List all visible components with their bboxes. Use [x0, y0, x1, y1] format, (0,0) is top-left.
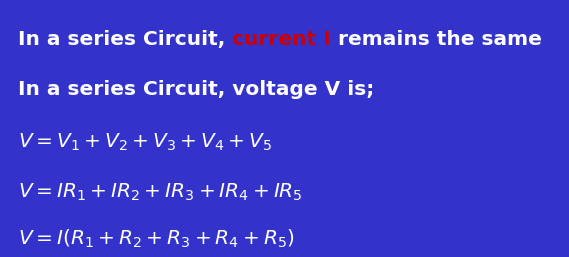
Text: $V = IR_1 + IR_2 + IR_3 + IR_4 + IR_5$: $V = IR_1 + IR_2 + IR_3 + IR_4 + IR_5$	[18, 182, 303, 203]
Text: $V = V_1 + V_2 + V_3 + V_4 + V_5$: $V = V_1 + V_2 + V_3 + V_4 + V_5$	[18, 132, 272, 153]
Text: remains the same: remains the same	[331, 30, 542, 49]
Text: In a series Circuit,: In a series Circuit,	[18, 30, 232, 49]
Text: current I: current I	[232, 30, 331, 49]
Text: In a series Circuit, voltage V is;: In a series Circuit, voltage V is;	[18, 80, 374, 99]
Text: $V = I(R_1 + R_2 + R_3 + R_4 + R_5)$: $V = I(R_1 + R_2 + R_3 + R_4 + R_5)$	[18, 228, 295, 250]
